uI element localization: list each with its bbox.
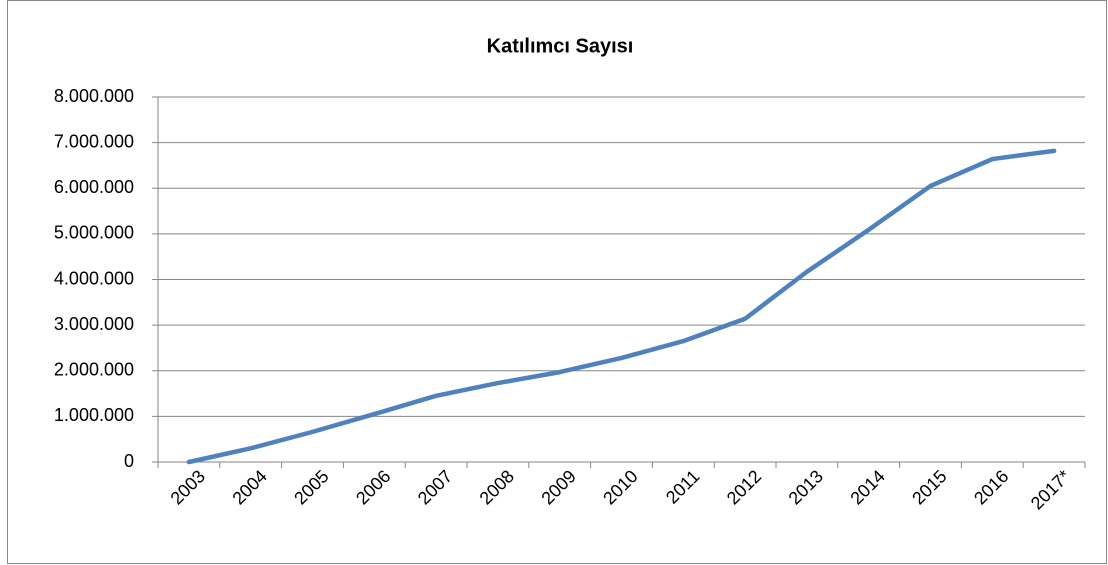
chart-frame [7,0,1107,564]
y-tick-label: 3.000.000 [54,314,134,334]
chart-title: Katılımcı Sayısı [487,35,634,57]
y-tick-label: 2.000.000 [54,360,134,380]
y-tick-label: 6.000.000 [54,177,134,197]
y-tick-label: 7.000.000 [54,131,134,151]
y-tick-label: 0 [124,451,134,471]
y-tick-label: 8.000.000 [54,86,134,106]
y-tick-label: 5.000.000 [54,223,134,243]
y-tick-label: 4.000.000 [54,268,134,288]
y-tick-label: 1.000.000 [54,405,134,425]
line-series [186,148,1057,465]
